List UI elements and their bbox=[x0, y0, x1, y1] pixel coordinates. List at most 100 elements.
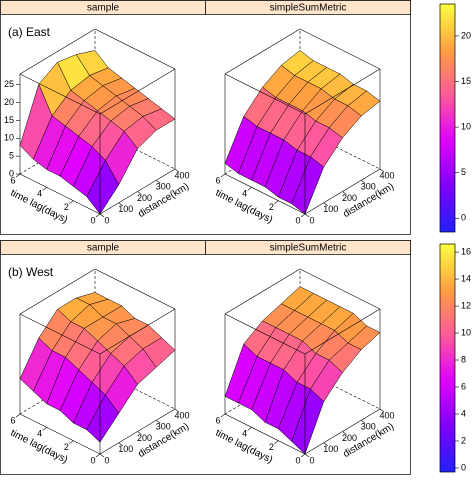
y-tick-label: 0 bbox=[90, 455, 95, 465]
box-edge bbox=[224, 28, 301, 75]
x-tick-label: 300 bbox=[361, 182, 376, 192]
colorbar-tick-label: 10 bbox=[461, 327, 471, 337]
row-label: (b) West bbox=[8, 265, 54, 279]
x-tick bbox=[137, 191, 142, 195]
y-tick bbox=[220, 173, 226, 178]
z-tick-label: 15 bbox=[4, 115, 14, 125]
y-tick-label: 2 bbox=[269, 442, 274, 452]
y-tick bbox=[95, 213, 101, 218]
x-tick bbox=[118, 442, 123, 446]
x-tick bbox=[342, 191, 347, 195]
x-tick bbox=[304, 453, 310, 458]
y-tick bbox=[69, 440, 74, 444]
x-tick-label: 0 bbox=[104, 455, 109, 465]
x-tick-label: 100 bbox=[118, 444, 133, 454]
colorbar-tick-label: 4 bbox=[461, 408, 466, 418]
row-label: (a) East bbox=[8, 25, 51, 39]
surface-facet bbox=[86, 159, 120, 215]
x-tick bbox=[156, 420, 161, 424]
x-tick bbox=[361, 180, 366, 184]
colorbar-tick-label: 12 bbox=[461, 300, 471, 310]
box-edge bbox=[19, 28, 96, 75]
z-tick-label: 10 bbox=[4, 133, 14, 143]
strip bbox=[205, 240, 411, 255]
y-tick-label: 0 bbox=[295, 215, 300, 225]
box-edge bbox=[19, 128, 96, 175]
box-edge bbox=[224, 73, 306, 115]
x-tick-label: 300 bbox=[156, 182, 171, 192]
z-tick-label: 25 bbox=[4, 79, 14, 89]
y-tick-label: 6 bbox=[10, 175, 15, 185]
x-tick-label: 200 bbox=[137, 193, 152, 203]
x-tick bbox=[156, 180, 161, 184]
x-tick bbox=[379, 168, 385, 173]
y-tick bbox=[15, 173, 21, 178]
y-tick-label: 2 bbox=[64, 202, 69, 212]
x-tick bbox=[99, 213, 105, 218]
x-tick bbox=[137, 431, 142, 435]
strip-label: simpleSumMetric bbox=[270, 243, 347, 254]
y-tick bbox=[247, 427, 252, 431]
colorbar-tick-label: 0 bbox=[461, 462, 466, 472]
box-edge bbox=[299, 268, 381, 310]
colorbar bbox=[439, 3, 456, 233]
x-tick bbox=[304, 213, 310, 218]
box-edge bbox=[99, 308, 176, 355]
x-tick bbox=[174, 408, 180, 413]
box-edge bbox=[224, 368, 301, 415]
y-tick bbox=[274, 200, 279, 204]
strip-label: sample bbox=[87, 3, 120, 14]
box-edge bbox=[224, 173, 306, 215]
y-tick-label: 0 bbox=[295, 455, 300, 465]
y-tick-label: 6 bbox=[10, 415, 15, 425]
box-edge bbox=[304, 68, 381, 115]
y-tick bbox=[42, 187, 47, 191]
y-tick-label: 6 bbox=[215, 415, 220, 425]
colorbar-tick-label: 0 bbox=[461, 213, 466, 223]
y-tick bbox=[300, 213, 306, 218]
box-edge bbox=[19, 313, 101, 355]
z-tick-label: 5 bbox=[9, 151, 14, 161]
box-edge bbox=[19, 73, 101, 115]
y-tick bbox=[15, 413, 21, 418]
y-tick-label: 2 bbox=[269, 202, 274, 212]
y-tick-label: 4 bbox=[242, 429, 247, 439]
box-edge bbox=[224, 313, 306, 355]
colorbar bbox=[439, 243, 456, 473]
strip bbox=[205, 0, 411, 15]
z-tick-label: 0 bbox=[9, 168, 14, 178]
x-tick bbox=[118, 202, 123, 206]
y-tick bbox=[95, 453, 101, 458]
y-tick bbox=[69, 200, 74, 204]
x-tick-label: 200 bbox=[342, 433, 357, 443]
x-tick-label: 0 bbox=[309, 455, 314, 465]
surface-facet bbox=[291, 388, 325, 455]
box-edge bbox=[224, 413, 306, 455]
y-tick bbox=[300, 453, 306, 458]
x-tick bbox=[342, 431, 347, 435]
colorbar-tick-label: 10 bbox=[461, 121, 471, 131]
x-tick bbox=[99, 453, 105, 458]
box-edge bbox=[299, 28, 381, 70]
x-tick bbox=[174, 168, 180, 173]
x-tick-label: 100 bbox=[323, 444, 338, 454]
colorbar-tick-label: 20 bbox=[461, 30, 471, 40]
surface-facet bbox=[291, 156, 325, 215]
box-edge bbox=[94, 268, 176, 310]
y-tick-label: 4 bbox=[37, 189, 42, 199]
strip-label: sample bbox=[87, 243, 120, 254]
y-tick bbox=[42, 427, 47, 431]
x-tick-label: 100 bbox=[323, 204, 338, 214]
colorbar-tick-label: 2 bbox=[461, 435, 466, 445]
box-edge bbox=[304, 308, 381, 355]
x-tick-label: 400 bbox=[379, 410, 394, 420]
x-tick-label: 400 bbox=[379, 170, 394, 180]
z-tick-label: 20 bbox=[4, 97, 14, 107]
x-tick-label: 200 bbox=[342, 193, 357, 203]
x-tick bbox=[361, 420, 366, 424]
box-edge bbox=[224, 268, 301, 315]
y-tick-label: 4 bbox=[242, 189, 247, 199]
y-tick-label: 4 bbox=[37, 429, 42, 439]
box-edge bbox=[19, 268, 96, 315]
